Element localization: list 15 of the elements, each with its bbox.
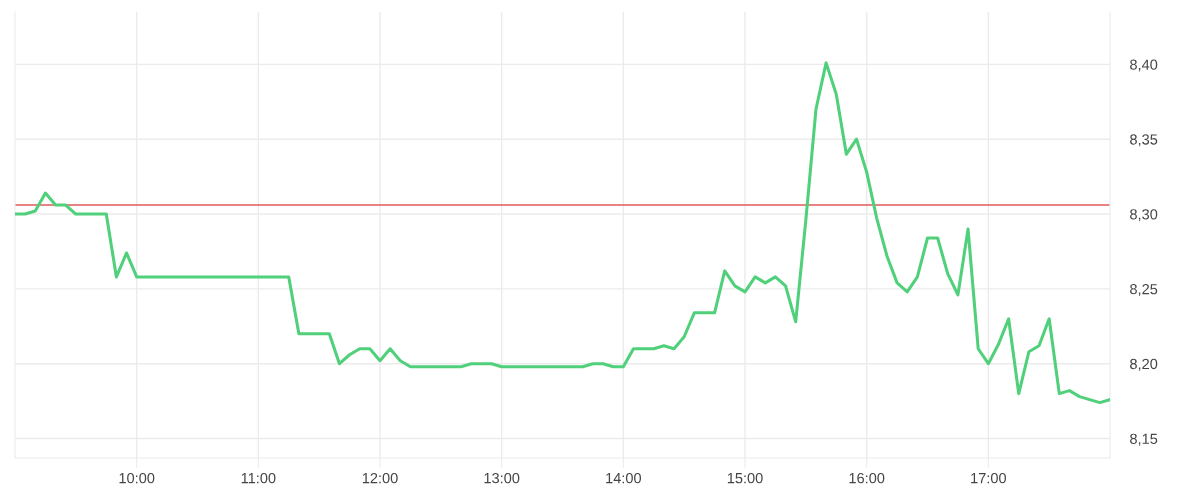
- x-tick-label: 15:00: [727, 472, 763, 484]
- y-tick-label: 8,25: [1130, 283, 1158, 297]
- x-tick-label: 13:00: [484, 472, 520, 484]
- x-tick-label: 11:00: [241, 472, 276, 484]
- x-tick-label: 17:00: [971, 472, 1007, 484]
- x-tick-label: 16:00: [849, 472, 885, 484]
- y-tick-label: 8,30: [1130, 209, 1158, 222]
- y-tick-label: 8,35: [1130, 134, 1158, 147]
- y-tick-label: 8,40: [1130, 59, 1158, 72]
- y-tick-label: 8,15: [1130, 433, 1158, 446]
- line-series: [15, 61, 1110, 405]
- x-tick-label: 14:00: [606, 472, 642, 484]
- y-tick-label: 8,20: [1130, 358, 1158, 371]
- x-tick-label: 12:00: [362, 472, 398, 484]
- x-tick-label: 10:00: [119, 472, 155, 484]
